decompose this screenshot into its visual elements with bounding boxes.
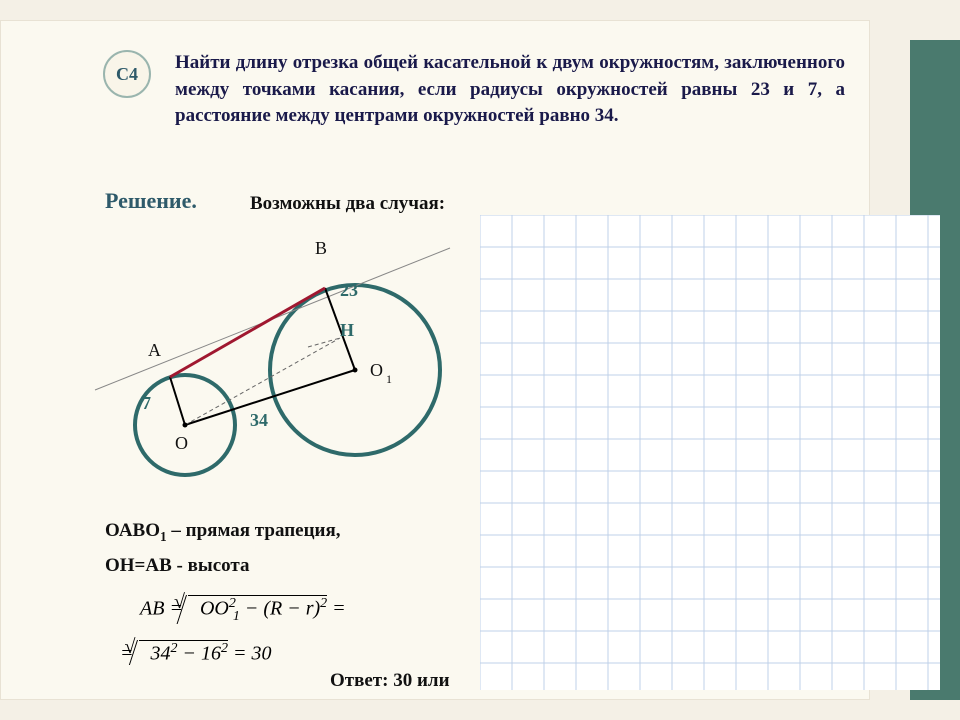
diagram-label-H: Н [340, 320, 354, 341]
diagram-label-O1_1: 1 [386, 372, 392, 387]
diagram-label-v7: 7 [142, 393, 151, 414]
formula-numeric: = √ 342 − 162 = 30 [120, 640, 272, 666]
diagram-label-O1_O: О [370, 360, 383, 381]
problem-statement: Найти длину отрезка общей касательной к … [175, 50, 845, 130]
diagram: АВНОО172334 [80, 220, 460, 510]
answer-text: Ответ: 30 или [330, 670, 450, 692]
grid-svg [480, 215, 940, 690]
cases-heading: Возможны два случая: [250, 193, 445, 215]
diagram-label-v34: 34 [250, 410, 268, 431]
diagram-label-v23: 23 [340, 280, 358, 301]
diagram-label-B: В [315, 238, 327, 259]
diagram-svg [80, 220, 460, 510]
statement-trapezoid: ОАВО1 – прямая трапеция, [105, 520, 341, 545]
problem-badge: С4 [103, 50, 151, 98]
statement-height: ОН=АВ - высота [105, 555, 249, 577]
grid-paper [480, 215, 940, 690]
solution-heading: Решение. [105, 188, 197, 214]
formula-ab: AB = √ OO21 − (R − r)2 = [140, 595, 346, 625]
diagram-label-A: А [148, 340, 161, 361]
diagram-label-O: О [175, 433, 188, 454]
